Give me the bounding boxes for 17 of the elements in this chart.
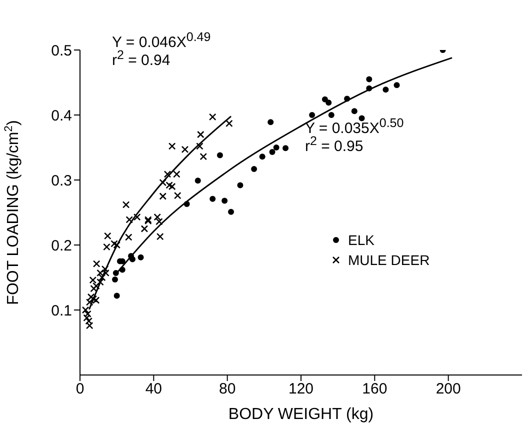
legend-label: MULE DEER xyxy=(348,251,430,270)
x-axis-title: BODY WEIGHT (kg) xyxy=(228,406,374,423)
y-tick-label: 0.3 xyxy=(51,172,72,190)
annotation: Y = 0.046X$^{0.49}$ xyxy=(112,30,211,51)
y-tick-label: 0.5 xyxy=(51,42,72,60)
x-tick-label: 200 xyxy=(436,380,461,398)
x-tick-label: 160 xyxy=(362,380,388,398)
legend-label: ELK xyxy=(348,231,374,250)
x-tick-label: 0 xyxy=(76,380,84,398)
y-tick-label: 0.2 xyxy=(51,237,72,254)
x-tick-label: 120 xyxy=(288,380,314,398)
y-tick-label: 0.4 xyxy=(51,107,72,124)
x-tick-label: 80 xyxy=(218,380,236,398)
x-tick-label: 40 xyxy=(145,380,162,398)
annotation: r$^{2}$ = 0.95 xyxy=(305,134,364,155)
annotation: r$^{2}$ = 0.94 xyxy=(112,48,170,69)
y-tick-label: 0.1 xyxy=(51,302,72,320)
